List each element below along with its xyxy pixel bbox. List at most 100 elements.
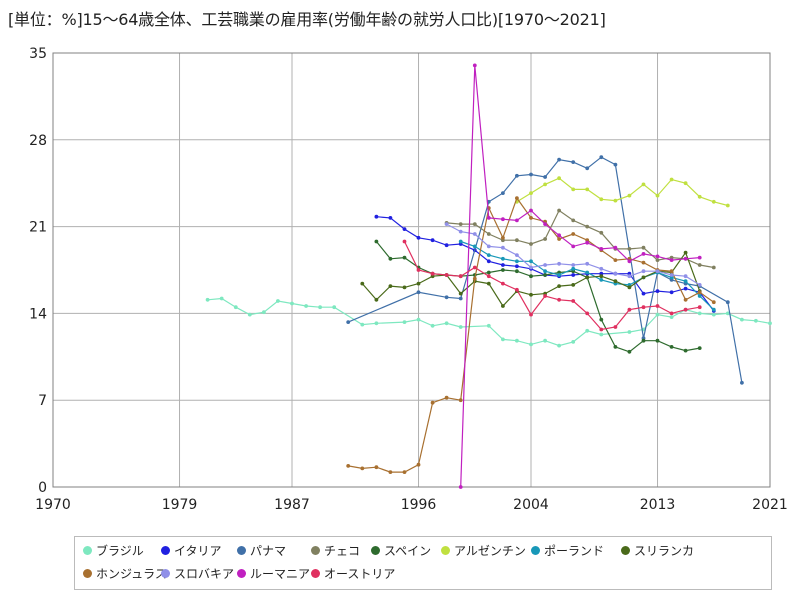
data-point — [711, 265, 716, 270]
data-point — [641, 252, 646, 256]
data-point — [529, 208, 533, 213]
data-point — [486, 216, 491, 220]
data-point — [529, 292, 533, 297]
series-9 — [444, 222, 702, 287]
tick-labels: 0 7 14 21 28 35 1970 1979 1987 1996 2004 2013 2021 — [29, 46, 788, 513]
data-point — [529, 259, 533, 264]
data-point — [669, 311, 674, 316]
data-point — [585, 275, 590, 280]
data-point — [655, 312, 660, 317]
plot-area-border — [52, 52, 771, 488]
legend-marker — [311, 569, 320, 578]
data-point — [571, 283, 576, 287]
data-point — [627, 259, 632, 264]
data-point — [740, 317, 744, 322]
data-point — [515, 253, 519, 257]
data-point — [416, 317, 421, 322]
legend-item: スリランカ — [621, 542, 694, 559]
data-point — [725, 300, 730, 305]
legend-item: ルーマニア — [237, 565, 310, 582]
legend-item: アルゼンチン — [441, 542, 526, 559]
data-point — [585, 187, 590, 192]
data-point — [332, 305, 337, 310]
legend-marker — [621, 546, 630, 555]
data-point — [501, 268, 505, 272]
data-point — [486, 253, 491, 257]
data-point — [444, 222, 449, 227]
data-point — [669, 177, 674, 182]
data-point — [697, 283, 702, 287]
data-point — [402, 470, 407, 474]
data-point — [697, 290, 702, 295]
data-point — [711, 199, 716, 204]
data-point — [416, 268, 421, 272]
data-point — [444, 321, 449, 326]
legend-marker — [531, 546, 540, 555]
data-point — [346, 464, 351, 468]
legend-item: オーストリア — [311, 565, 395, 582]
data-point — [543, 175, 547, 179]
series-line — [516, 177, 728, 207]
data-point — [458, 325, 463, 329]
data-point — [402, 227, 407, 232]
data-point — [683, 274, 688, 279]
data-point — [571, 232, 576, 236]
data-point — [557, 284, 561, 288]
data-point — [697, 255, 702, 260]
data-point — [655, 304, 660, 308]
data-point — [458, 239, 463, 244]
data-point — [613, 325, 618, 329]
data-point — [402, 255, 407, 260]
data-point — [402, 320, 407, 324]
data-point — [374, 321, 379, 326]
series-11 — [402, 239, 702, 332]
data-point — [571, 273, 576, 277]
data-point — [501, 217, 505, 222]
legend-marker — [161, 569, 170, 578]
data-point — [627, 193, 632, 198]
data-point — [669, 290, 674, 295]
data-point — [754, 318, 758, 323]
legend-marker — [237, 546, 246, 555]
data-point — [416, 235, 421, 240]
data-point — [641, 269, 646, 274]
data-point — [557, 233, 561, 238]
legend-label: イタリア — [174, 544, 222, 558]
data-point — [599, 230, 604, 235]
data-point — [444, 273, 449, 277]
data-point — [627, 274, 632, 279]
data-point — [515, 259, 519, 264]
data-point — [669, 315, 674, 319]
legend-item: パナマ — [237, 542, 286, 559]
data-point — [472, 222, 477, 227]
x-tick-label: 2021 — [752, 497, 788, 513]
data-point — [543, 269, 547, 274]
data-point — [711, 300, 716, 305]
data-point — [669, 258, 674, 262]
data-point — [613, 162, 618, 167]
data-point — [388, 216, 393, 220]
data-point — [627, 247, 632, 251]
data-point — [402, 285, 407, 290]
data-point — [585, 166, 590, 171]
legend-label: スリランカ — [634, 544, 695, 558]
data-point — [641, 245, 646, 250]
x-tick-label: 1970 — [35, 497, 71, 513]
data-point — [571, 244, 576, 249]
data-point — [711, 312, 716, 317]
data-point — [557, 273, 561, 277]
data-point — [683, 250, 688, 255]
data-point — [613, 245, 618, 250]
data-point — [585, 261, 590, 266]
legend-label: オーストリア — [324, 567, 396, 581]
series-10 — [458, 63, 702, 489]
data-point — [472, 276, 477, 281]
data-point — [571, 299, 576, 303]
data-point — [515, 173, 519, 178]
legend-item: スロバキア — [161, 565, 234, 582]
data-point — [430, 323, 435, 328]
data-point — [486, 281, 491, 286]
x-tick-label: 2013 — [640, 497, 676, 513]
legend-label: ホンジュラス — [96, 567, 167, 581]
data-point — [655, 254, 660, 259]
